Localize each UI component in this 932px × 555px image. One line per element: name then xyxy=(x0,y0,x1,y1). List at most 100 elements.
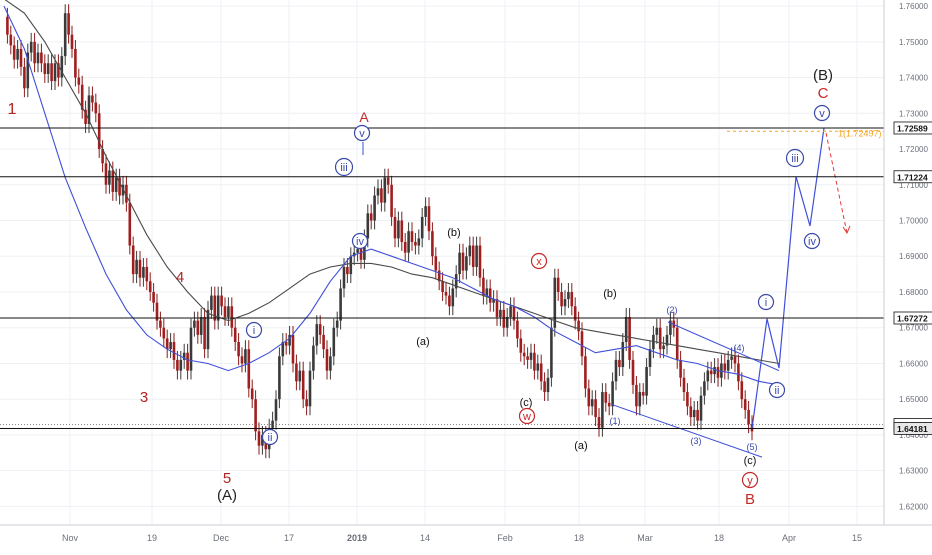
candle-body xyxy=(420,216,424,239)
candle-body xyxy=(176,359,179,371)
candle-body xyxy=(580,331,584,357)
candle-body xyxy=(298,370,302,382)
wave-label: 1 xyxy=(8,101,17,118)
wave-label: 4 xyxy=(176,269,184,286)
candle-body xyxy=(322,334,325,350)
candle-body xyxy=(560,291,563,307)
candle-body xyxy=(662,345,665,350)
wave-label: (3) xyxy=(691,436,702,446)
candle-body xyxy=(36,52,40,64)
candle-body xyxy=(706,370,710,382)
candle-body xyxy=(284,342,288,346)
candle-body xyxy=(648,349,652,368)
wave-label: (a) xyxy=(416,336,429,348)
candle-body xyxy=(444,291,448,296)
candle-body xyxy=(628,317,631,360)
candle-body xyxy=(669,320,672,335)
candle-body xyxy=(23,66,26,89)
candle-body xyxy=(308,370,312,407)
candle-body xyxy=(604,392,608,403)
wave-label: (a) xyxy=(574,440,587,452)
time-axis-tick: Dec xyxy=(213,533,230,543)
candle-body xyxy=(570,291,574,307)
wave-label-circle xyxy=(518,407,536,425)
candle-body xyxy=(505,317,509,328)
wave-label: y xyxy=(747,475,753,487)
candle-body xyxy=(624,317,628,343)
candle-body xyxy=(556,277,560,292)
candle-body xyxy=(33,41,36,64)
candle-body xyxy=(424,206,427,217)
candle-body xyxy=(495,299,499,318)
candle-body xyxy=(652,334,655,350)
candle-body xyxy=(723,363,727,371)
candle-body xyxy=(363,238,366,260)
projection-arrow-head xyxy=(842,225,851,235)
candle-body xyxy=(573,306,577,321)
candle-body xyxy=(118,177,121,196)
candle-body xyxy=(6,16,9,35)
candle-body xyxy=(230,306,234,328)
candle-body xyxy=(366,213,370,239)
candle-body xyxy=(414,241,417,246)
price-axis-tick: 1.69000 xyxy=(899,252,928,261)
candle-body xyxy=(454,274,458,289)
candle-body xyxy=(726,359,730,371)
wave-label-circle xyxy=(757,293,775,311)
candle-body xyxy=(601,392,604,428)
candle-body xyxy=(397,220,400,239)
candle-body xyxy=(43,63,47,74)
wave-label: v xyxy=(819,108,825,120)
projection-path xyxy=(751,127,825,429)
candle-body xyxy=(179,359,183,371)
candle-body xyxy=(733,356,737,364)
candle-body xyxy=(716,367,720,378)
candle-body xyxy=(128,202,132,246)
candle-body xyxy=(465,256,468,271)
candle-body xyxy=(461,252,465,271)
candle-body xyxy=(526,356,529,360)
candle-body xyxy=(696,409,699,421)
candle-body xyxy=(448,295,451,307)
candle-body xyxy=(376,188,380,196)
wave-label: (4) xyxy=(734,343,745,353)
wave-label: v xyxy=(359,128,365,140)
candle-body xyxy=(621,342,625,368)
fib-target-label: 1(1.72497) xyxy=(838,128,882,138)
candle-body xyxy=(539,363,543,382)
candle-body xyxy=(142,266,145,278)
candle-body xyxy=(63,13,67,57)
candle-body xyxy=(250,388,254,400)
price-axis-tick: 1.68000 xyxy=(899,288,928,297)
wave-label: (5) xyxy=(747,442,758,452)
candle-body xyxy=(373,195,376,221)
candle-body xyxy=(471,245,475,267)
wave-label: C xyxy=(818,85,829,102)
candle-body xyxy=(193,320,196,328)
candle-body xyxy=(390,184,393,217)
price-level-tag-label: 1.67272 xyxy=(897,314,928,324)
candle-body xyxy=(339,288,342,321)
wave-label: x xyxy=(536,256,542,268)
price-level-tag-label: 1.64181 xyxy=(897,424,928,434)
candle-body xyxy=(686,392,689,407)
candle-body xyxy=(97,113,101,150)
candle-body xyxy=(577,320,580,332)
candle-body xyxy=(325,349,329,371)
time-axis-tick: Nov xyxy=(62,533,79,543)
candle-body xyxy=(522,352,526,357)
price-axis-background xyxy=(884,0,932,550)
candle-body xyxy=(87,95,91,125)
wave-label: (A) xyxy=(217,487,237,504)
candle-body xyxy=(369,213,373,221)
candle-body xyxy=(125,184,128,203)
candle-body xyxy=(594,399,597,418)
candle-body xyxy=(295,363,298,382)
candle-body xyxy=(587,388,591,407)
candle-body xyxy=(519,338,523,353)
candle-body xyxy=(635,384,638,407)
candle-body xyxy=(417,238,421,246)
candle-body xyxy=(451,288,455,307)
price-axis-tick: 1.63000 xyxy=(899,467,928,476)
time-axis-background xyxy=(0,525,932,550)
